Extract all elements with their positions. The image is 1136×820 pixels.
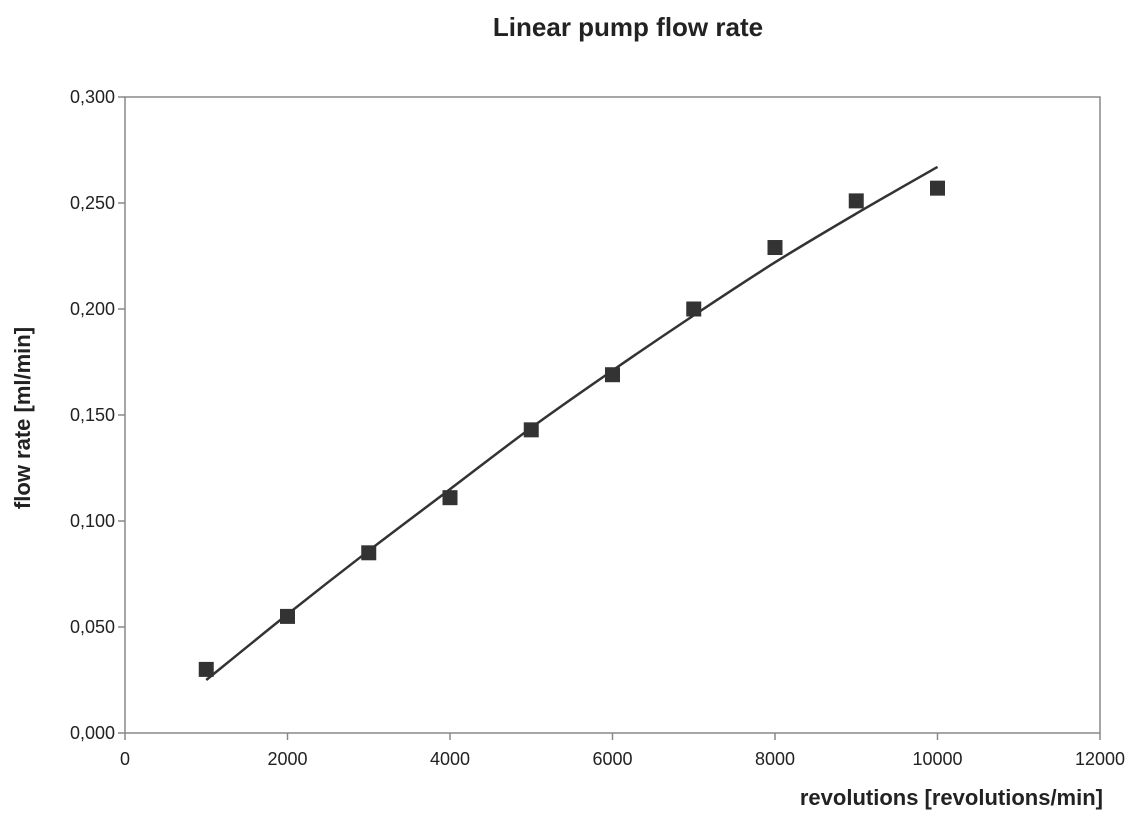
data-point: [523, 422, 539, 438]
trendline-layer: [205, 165, 939, 681]
data-point: [442, 490, 458, 506]
x-tick-label: 12000: [1075, 749, 1125, 769]
x-tick-label: 10000: [912, 749, 962, 769]
x-tick-label: 0: [120, 749, 130, 769]
y-tick-label: 0,050: [70, 617, 115, 637]
plot-frame: [124, 96, 1101, 734]
x-axis-ticks: 0 2000 4000 6000 8000 10000 12000: [120, 733, 1125, 769]
marker-layer: [198, 180, 945, 677]
chart-title: Linear pump flow rate: [493, 12, 763, 42]
data-point: [686, 301, 702, 317]
x-tick-label: 8000: [755, 749, 795, 769]
y-axis-ticks: 0,000 0,050 0,100 0,150 0,200 0,250 0,300: [70, 87, 125, 743]
data-point: [848, 193, 864, 209]
x-tick-label: 2000: [267, 749, 307, 769]
data-point: [930, 180, 945, 196]
data-point: [361, 545, 377, 561]
x-axis-label: revolutions [revolutions/min]: [800, 785, 1103, 810]
x-tick-label: 4000: [430, 749, 470, 769]
y-tick-label: 0,300: [70, 87, 115, 107]
data-point: [280, 608, 295, 624]
y-tick-label: 0,150: [70, 405, 115, 425]
y-tick-label: 0,000: [70, 723, 115, 743]
y-tick-label: 0,100: [70, 511, 115, 531]
data-point: [198, 661, 214, 677]
data-point: [767, 240, 783, 256]
data-point: [605, 367, 620, 383]
trendline: [205, 165, 939, 681]
x-tick-label: 6000: [592, 749, 632, 769]
y-axis-label: flow rate [ml/min]: [10, 327, 35, 509]
y-tick-label: 0,200: [70, 299, 115, 319]
y-tick-label: 0,250: [70, 193, 115, 213]
